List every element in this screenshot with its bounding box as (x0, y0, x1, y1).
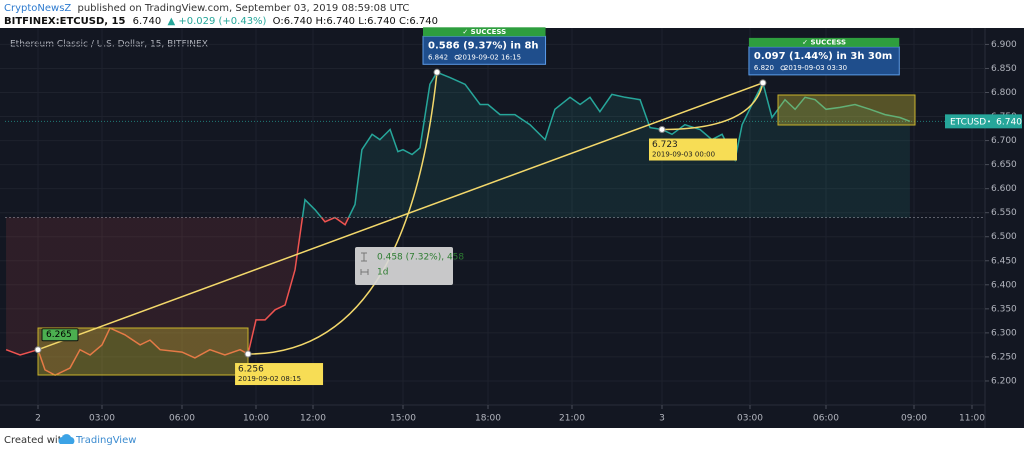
y-tick-label: 6.350 (991, 304, 1017, 314)
measure-box (748, 46, 900, 76)
status-text: ✓ SUCCESS (802, 38, 846, 46)
trend-line (37, 82, 764, 351)
x-tick-label: 2 (35, 414, 41, 424)
clock-icon (454, 54, 460, 60)
price-tag-text: 6.265 (46, 330, 72, 340)
x-tick-label: 3 (659, 414, 665, 424)
anchor-point (244, 350, 252, 358)
x-tick-label: 03:00 (89, 414, 115, 424)
footer-bg (0, 428, 1024, 452)
target-time: 2019-09-03 03:30 (784, 64, 847, 72)
range-icon (361, 252, 367, 262)
label-price: 6.256 (238, 365, 264, 375)
measure-box (422, 35, 547, 65)
y-tick-label: 6.800 (991, 88, 1017, 98)
last: 6.740 (133, 16, 162, 27)
highlight-box[interactable] (777, 94, 916, 126)
target-point (433, 68, 441, 76)
published: published on TradingView.com, September … (77, 3, 409, 14)
x-tick-label: 11:00 (959, 414, 985, 424)
status-tab (748, 37, 900, 47)
measure-change: 0.097 (1.44%) in 3h 30m (754, 51, 892, 62)
x-tick-label: 21:00 (559, 414, 585, 424)
y-tick-label: 6.650 (991, 160, 1017, 170)
clock-icon (780, 65, 786, 71)
y-tick-label: 6.850 (991, 64, 1017, 74)
series-name: ETCUSD (950, 117, 986, 127)
y-tick-label: 6.450 (991, 256, 1017, 266)
footer-brand[interactable]: TradingView (75, 435, 136, 446)
y-tick-label: 6.600 (991, 184, 1017, 194)
last-price-label: 6.740 (996, 117, 1022, 127)
x-tick-label: 15:00 (390, 414, 416, 424)
price-line (5, 71, 911, 377)
x-tick-label: 10:00 (243, 414, 269, 424)
measure-target: 6.820 2019-09-03 03:30 (754, 64, 847, 72)
symbol: BITFINEX:ETCUSD, 15 (4, 16, 125, 27)
y-tick-label: 6.200 (991, 376, 1017, 386)
anchor-point (658, 126, 666, 134)
price-tag (41, 328, 79, 342)
range-period: 1d (377, 268, 388, 278)
label-box (649, 138, 737, 161)
curve (661, 82, 764, 131)
status-text: ✓ SUCCESS (462, 28, 506, 36)
footer-text: Created with (4, 435, 68, 446)
last-price-tag (945, 114, 1022, 129)
target-price: 6.820 (754, 64, 774, 72)
author-link[interactable]: CryptoNewsZ (4, 3, 71, 14)
status-tab (423, 27, 546, 37)
last-price-text: ETCUSD 6.740 (950, 117, 1022, 127)
label-time: 2019-09-03 00:00 (652, 151, 715, 159)
x-tick-label: 06:00 (169, 414, 195, 424)
measure-target: 6.842 2019-09-02 16:15 (428, 53, 521, 61)
y-tick-label: 6.300 (991, 328, 1017, 338)
y-tick-label: 6.400 (991, 280, 1017, 290)
y-tick-label: 6.250 (991, 352, 1017, 362)
anchor-point (34, 346, 42, 354)
range-change: 0.458 (7.32%), 458 (377, 253, 464, 263)
symbol-line: BITFINEX:ETCUSD, 15 6.740 ▲ +0.029 (+0.4… (4, 16, 438, 27)
header-bg (0, 0, 1024, 28)
label-price: 6.723 (652, 140, 678, 150)
target-time: 2019-09-02 16:15 (458, 53, 521, 61)
target-point (759, 79, 767, 87)
measure-change: 0.586 (9.37%) in 8h (428, 40, 539, 51)
x-tick-label: 03:00 (737, 414, 763, 424)
label-box (235, 363, 324, 386)
label-time: 2019-09-02 08:15 (238, 375, 301, 383)
x-tick-label: 12:00 (300, 414, 326, 424)
separator-dot (988, 120, 990, 123)
x-tick-label: 06:00 (813, 414, 839, 424)
x-tick-label: 18:00 (475, 414, 501, 424)
y-tick-label: 6.500 (991, 232, 1017, 242)
y-tick-label: 6.550 (991, 208, 1017, 218)
y-tick-label: 6.900 (991, 40, 1017, 50)
change: ▲ +0.029 (+0.43%) (167, 16, 266, 27)
target-price: 6.842 (428, 53, 448, 61)
range-box[interactable] (355, 247, 453, 285)
x-tick-label: 09:00 (901, 414, 927, 424)
y-tick-label: 6.700 (991, 136, 1017, 146)
header-line: CryptoNewsZ published on TradingView.com… (4, 3, 409, 14)
brand-icon (58, 434, 75, 444)
period-icon (360, 269, 369, 275)
ohlc: O:6.740 H:6.740 L:6.740 C:6.740 (273, 16, 438, 27)
